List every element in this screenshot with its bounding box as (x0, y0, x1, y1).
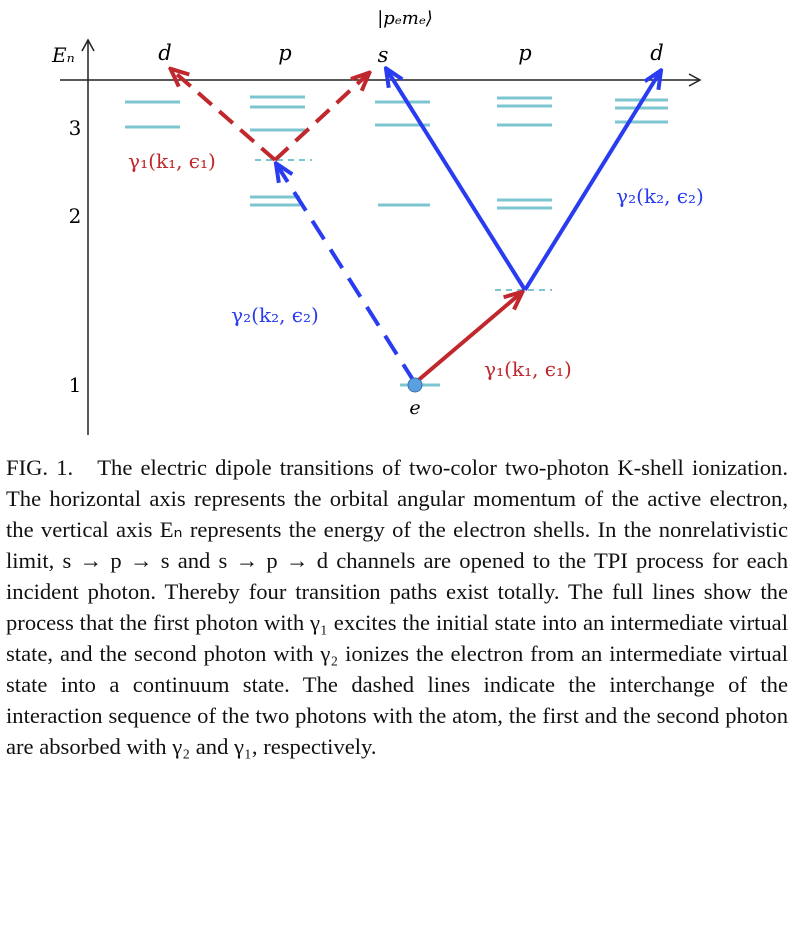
photon-label: γ₁(k₁, ϵ₁) (484, 357, 572, 381)
orbital-label: d (650, 41, 663, 65)
shell-label: 3 (69, 116, 82, 140)
orbital-label: p (278, 41, 291, 65)
electron-label: e (409, 397, 420, 419)
caption: FIG. 1. The electric dipole transitions … (6, 452, 788, 762)
shell-label: 1 (69, 373, 82, 397)
state-label: |pₑmₑ⟩ (377, 8, 433, 29)
energy-levels (125, 95, 668, 387)
electron (407, 377, 423, 393)
caption-label: FIG. 1. (6, 455, 74, 480)
orbital-label: p (518, 41, 531, 65)
photon-label: γ₂(k₂, ϵ₂) (231, 303, 319, 327)
energy-axis-label: Eₙ (51, 43, 75, 67)
transitions (172, 70, 660, 385)
orbital-label: d (158, 41, 171, 65)
caption-text: The electric dipole transitions of two-c… (6, 455, 788, 759)
shell-label: 2 (69, 204, 82, 228)
diagram: Eₙ |pₑmₑ⟩ d p s p d 3 2 1 e γ₁(k₁, ϵ₁) γ… (51, 8, 704, 435)
photon-label: γ₂(k₂, ϵ₂) (616, 184, 704, 208)
orbital-label: s (378, 43, 389, 67)
photon-label: γ₁(k₁, ϵ₁) (128, 149, 216, 173)
